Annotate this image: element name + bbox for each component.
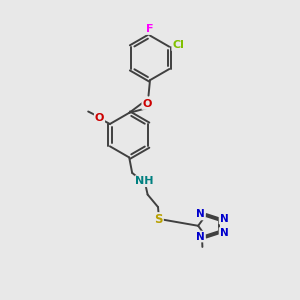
Text: NH: NH <box>135 176 154 186</box>
Text: N: N <box>196 209 205 220</box>
Text: N: N <box>196 232 205 242</box>
Text: N: N <box>220 214 228 224</box>
Text: S: S <box>154 213 163 226</box>
Text: O: O <box>142 99 152 109</box>
Text: Cl: Cl <box>172 40 184 50</box>
Text: F: F <box>146 24 154 34</box>
Text: N: N <box>220 228 228 238</box>
Text: O: O <box>95 113 104 123</box>
